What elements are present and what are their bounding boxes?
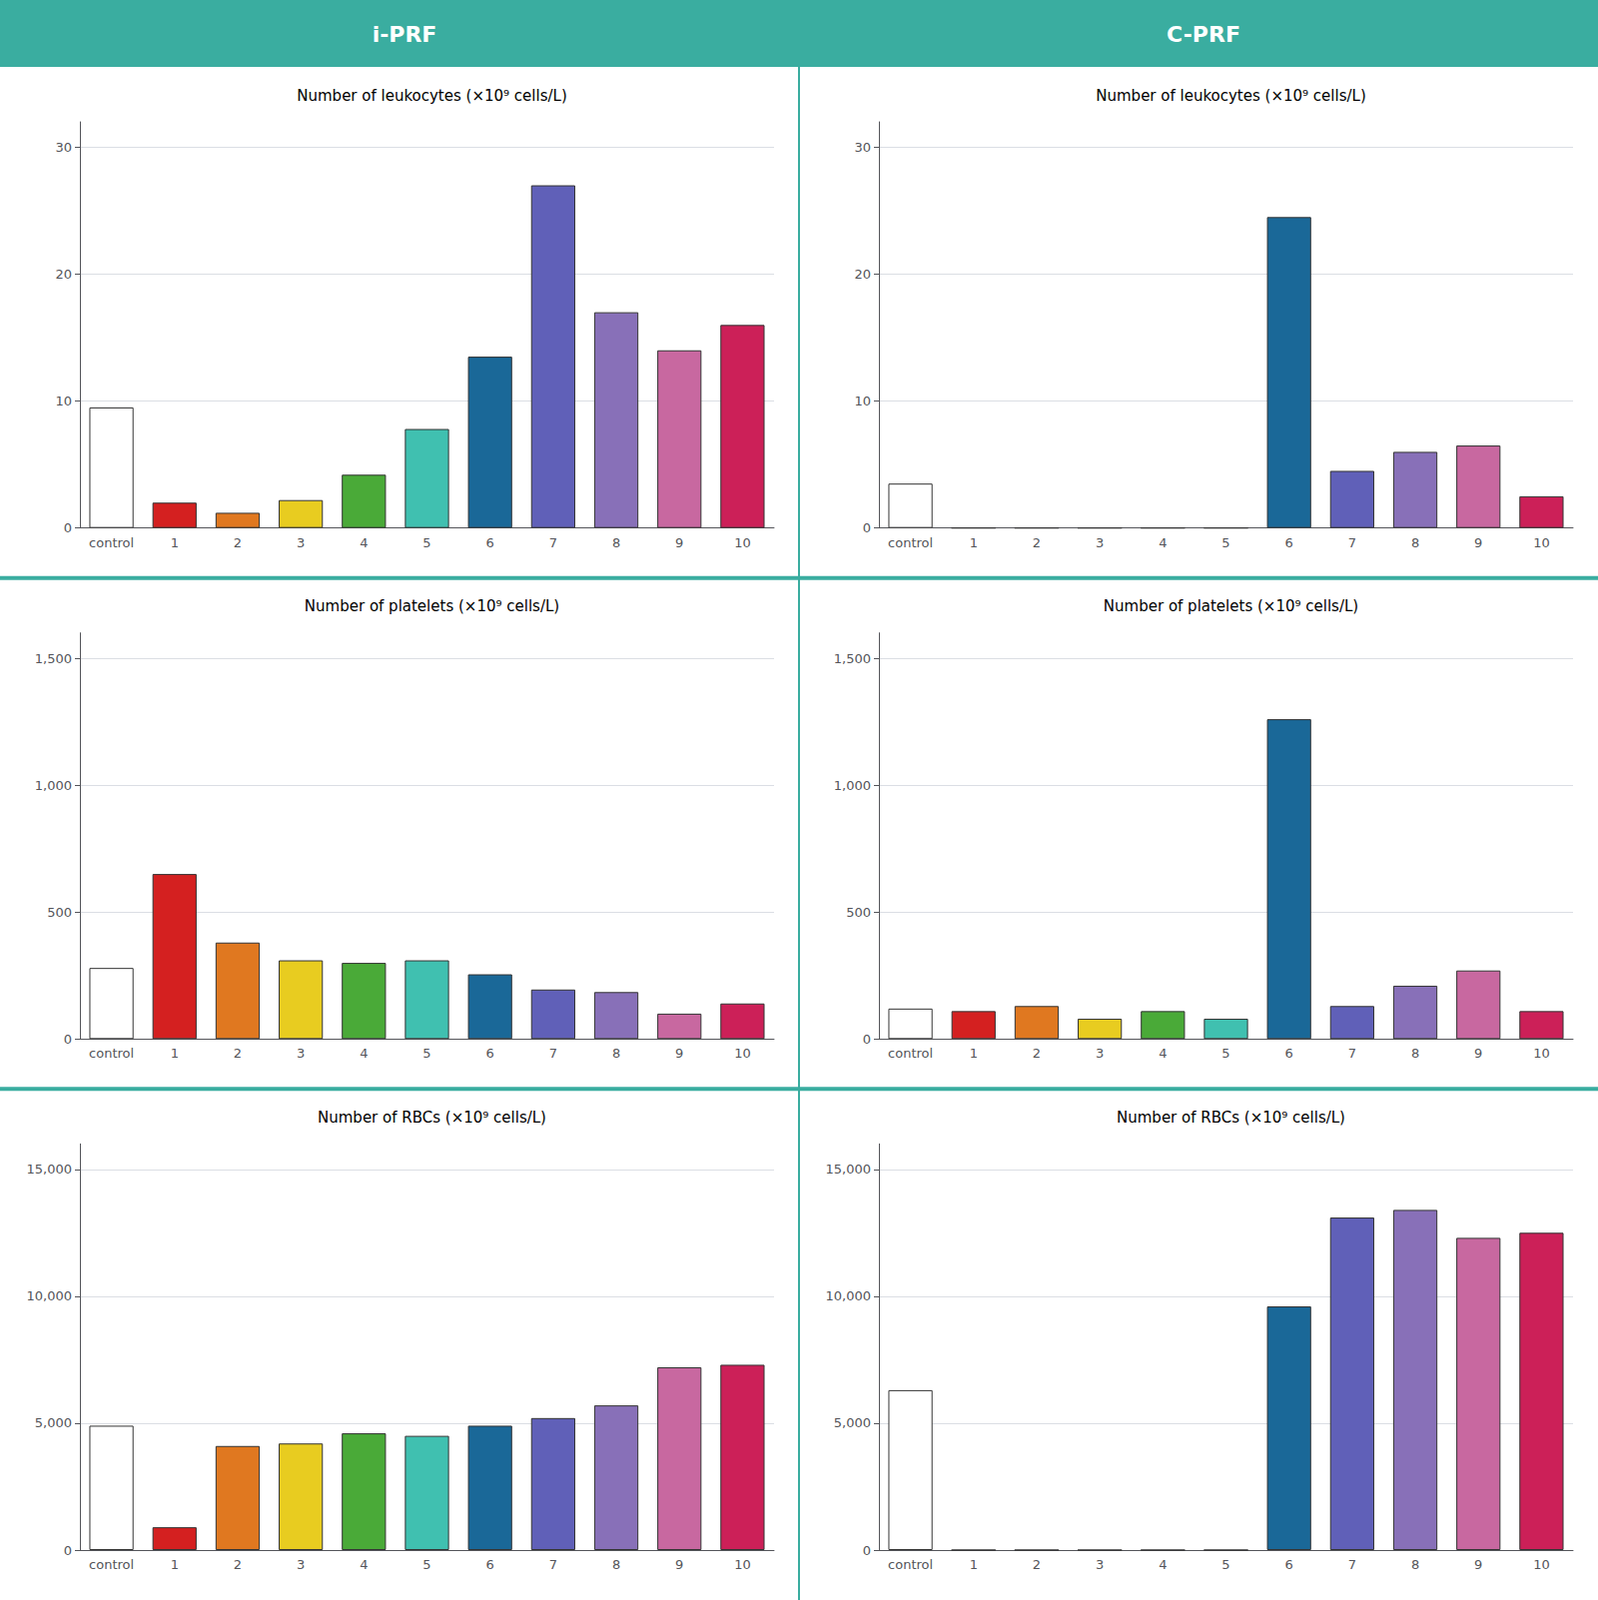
svg-text:4: 4 (359, 535, 368, 551)
svg-text:1,500: 1,500 (34, 651, 72, 667)
svg-text:7: 7 (549, 1557, 558, 1573)
svg-text:8: 8 (612, 535, 621, 551)
svg-text:8: 8 (1411, 1045, 1420, 1061)
svg-text:0: 0 (63, 1543, 72, 1559)
svg-text:10: 10 (734, 535, 752, 551)
svg-text:500: 500 (845, 904, 871, 920)
svg-text:4: 4 (1158, 535, 1167, 551)
svg-text:10,000: 10,000 (26, 1288, 73, 1304)
svg-text:3: 3 (1095, 535, 1104, 551)
svg-text:10: 10 (1533, 1045, 1551, 1061)
svg-text:9: 9 (675, 535, 684, 551)
svg-text:6: 6 (486, 1557, 495, 1573)
svg-text:1,000: 1,000 (833, 778, 871, 794)
svg-text:1: 1 (170, 1045, 179, 1061)
svg-text:10: 10 (1533, 1557, 1551, 1573)
svg-text:Number of RBCs (×10⁹ cells/L): Number of RBCs (×10⁹ cells/L) (317, 1108, 547, 1127)
svg-text:10: 10 (853, 393, 871, 409)
svg-text:5: 5 (1221, 1045, 1230, 1061)
svg-text:Number of platelets (×10⁹ cell: Number of platelets (×10⁹ cells/L) (1103, 597, 1359, 616)
svg-text:10,000: 10,000 (825, 1288, 872, 1304)
svg-text:1,500: 1,500 (833, 651, 871, 667)
svg-text:8: 8 (1411, 535, 1420, 551)
svg-text:Number of RBCs (×10⁹ cells/L): Number of RBCs (×10⁹ cells/L) (1116, 1108, 1346, 1127)
svg-text:2: 2 (1032, 1045, 1041, 1061)
svg-text:15,000: 15,000 (26, 1161, 73, 1177)
svg-text:7: 7 (1348, 1557, 1357, 1573)
svg-text:Number of leukocytes (×10⁹ cel: Number of leukocytes (×10⁹ cells/L) (296, 86, 567, 105)
svg-text:3: 3 (296, 1045, 305, 1061)
svg-text:control: control (887, 1557, 933, 1573)
svg-text:3: 3 (296, 535, 305, 551)
svg-text:2: 2 (1032, 535, 1041, 551)
svg-text:Number of leukocytes (×10⁹ cel: Number of leukocytes (×10⁹ cells/L) (1095, 86, 1366, 105)
svg-text:30: 30 (853, 139, 871, 155)
svg-text:2: 2 (233, 1557, 242, 1573)
svg-text:i-PRF: i-PRF (372, 21, 438, 47)
svg-text:20: 20 (853, 266, 871, 282)
svg-text:10: 10 (734, 1045, 752, 1061)
svg-text:7: 7 (1348, 535, 1357, 551)
svg-text:0: 0 (862, 520, 871, 536)
svg-text:9: 9 (1474, 1045, 1483, 1061)
svg-text:1: 1 (969, 1045, 978, 1061)
svg-text:1: 1 (969, 535, 978, 551)
svg-text:9: 9 (1474, 535, 1483, 551)
svg-text:6: 6 (486, 1045, 495, 1061)
svg-text:control: control (887, 1045, 933, 1061)
svg-text:4: 4 (1158, 1045, 1167, 1061)
svg-text:2: 2 (233, 1045, 242, 1061)
svg-text:1: 1 (170, 1557, 179, 1573)
svg-text:3: 3 (1095, 1557, 1104, 1573)
svg-text:3: 3 (296, 1557, 305, 1573)
svg-text:6: 6 (486, 535, 495, 551)
svg-text:9: 9 (675, 1557, 684, 1573)
svg-text:7: 7 (549, 535, 558, 551)
svg-text:control: control (88, 1045, 134, 1061)
svg-text:9: 9 (1474, 1557, 1483, 1573)
svg-text:10: 10 (734, 1557, 752, 1573)
svg-text:5,000: 5,000 (34, 1415, 72, 1431)
svg-text:1: 1 (170, 535, 179, 551)
svg-text:6: 6 (1285, 535, 1294, 551)
svg-text:8: 8 (1411, 1557, 1420, 1573)
svg-text:4: 4 (359, 1045, 368, 1061)
svg-text:8: 8 (612, 1045, 621, 1061)
svg-text:5: 5 (1221, 535, 1230, 551)
svg-text:500: 500 (46, 904, 72, 920)
svg-text:0: 0 (63, 1031, 72, 1047)
svg-text:control: control (88, 535, 134, 551)
svg-text:1,000: 1,000 (34, 778, 72, 794)
svg-text:2: 2 (233, 535, 242, 551)
svg-text:10: 10 (54, 393, 72, 409)
svg-text:control: control (88, 1557, 134, 1573)
svg-text:5: 5 (422, 1045, 431, 1061)
svg-text:3: 3 (1095, 1045, 1104, 1061)
svg-text:5: 5 (1221, 1557, 1230, 1573)
svg-text:control: control (887, 535, 933, 551)
svg-text:5: 5 (422, 535, 431, 551)
svg-text:0: 0 (63, 520, 72, 536)
svg-text:9: 9 (675, 1045, 684, 1061)
svg-text:Number of platelets (×10⁹ cell: Number of platelets (×10⁹ cells/L) (304, 597, 560, 616)
svg-text:30: 30 (54, 139, 72, 155)
svg-text:7: 7 (549, 1045, 558, 1061)
svg-text:0: 0 (862, 1031, 871, 1047)
svg-text:7: 7 (1348, 1045, 1357, 1061)
svg-text:20: 20 (54, 266, 72, 282)
svg-text:4: 4 (1158, 1557, 1167, 1573)
svg-text:10: 10 (1533, 535, 1551, 551)
svg-text:C-PRF: C-PRF (1166, 21, 1241, 47)
svg-text:1: 1 (969, 1557, 978, 1573)
svg-text:5,000: 5,000 (833, 1415, 871, 1431)
svg-text:4: 4 (359, 1557, 368, 1573)
svg-text:2: 2 (1032, 1557, 1041, 1573)
svg-text:15,000: 15,000 (825, 1161, 872, 1177)
svg-text:8: 8 (612, 1557, 621, 1573)
svg-text:6: 6 (1285, 1045, 1294, 1061)
svg-text:6: 6 (1285, 1557, 1294, 1573)
svg-text:0: 0 (862, 1543, 871, 1559)
svg-text:5: 5 (422, 1557, 431, 1573)
